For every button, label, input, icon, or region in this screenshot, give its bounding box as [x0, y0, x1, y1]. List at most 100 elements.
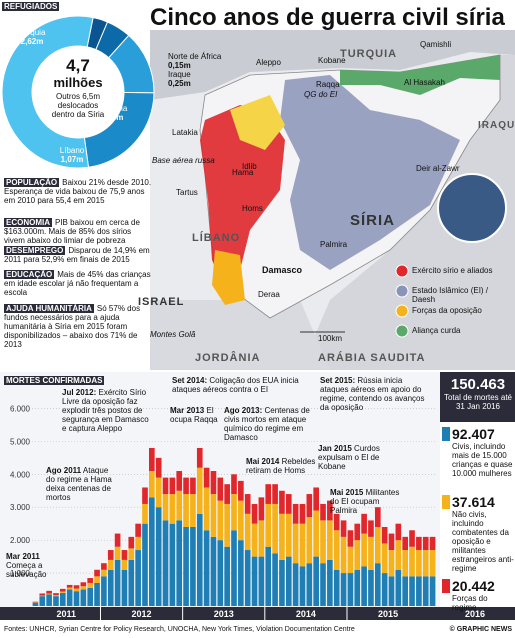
- bar-segment: [190, 494, 196, 527]
- bar-segment: [121, 569, 128, 606]
- bar-segment: [251, 556, 258, 606]
- bar-segment: [39, 595, 46, 597]
- bar-segment: [279, 513, 285, 560]
- fact-text: Só 57% dos fundos necessários para a aju…: [4, 304, 141, 349]
- bar-segment: [320, 503, 326, 521]
- bar-segment: [196, 513, 203, 606]
- event-date: Ago 2013:: [224, 406, 263, 415]
- fact: POPULAÇÃO Baixou 21% desde 2010. Esperanç…: [4, 178, 154, 205]
- bar-segment: [101, 569, 107, 577]
- bar-segment: [107, 569, 114, 606]
- bar-segment: [244, 513, 251, 551]
- event-text: Curdos expulsam o El de Kobane: [318, 444, 380, 471]
- legend-swatch: [395, 264, 409, 278]
- event-note: Mai 2015 Militantes do EI ocupam Palmira: [330, 488, 400, 515]
- opposition-area: [230, 95, 285, 150]
- chart-title-text: MORTES CONFIRMADAS: [4, 376, 105, 385]
- event-text: Exército Sírio Livre da oposição faz exp…: [62, 388, 149, 433]
- total-unit: milhões: [53, 75, 103, 90]
- bar-segment: [340, 536, 347, 574]
- bar-segment: [306, 494, 313, 518]
- kurd-area: [340, 55, 500, 95]
- bar-segment: [320, 563, 326, 606]
- bar-segment: [265, 484, 272, 504]
- fact-head: POPULAÇÃO: [4, 178, 60, 187]
- bar-chart: 1.000 2.000 3.000 4.000 5.000 6.000 2011 2012 20…: [0, 404, 515, 620]
- bar-segment: [203, 530, 210, 606]
- bar-segment: [87, 582, 94, 588]
- country-label: IRAQUE: [478, 120, 515, 131]
- event-note: Mar 2013 El ocupa Raqqa: [170, 406, 225, 424]
- value-label: 1,07m: [60, 155, 84, 164]
- bar-segment: [217, 477, 224, 501]
- bar-segment: [238, 500, 244, 541]
- legend-swatch: [395, 284, 409, 298]
- value-label: 0,64m: [100, 113, 124, 122]
- bar-segment: [340, 573, 347, 606]
- bar-segment: [422, 576, 429, 606]
- fact: AJUDA HUMANITÁRIA Só 57% dos fundos neces…: [4, 304, 154, 349]
- event-text: El ocupa Raqqa: [170, 406, 218, 424]
- event-date: Ago 2011: [46, 466, 82, 475]
- city-label: Latakia: [172, 128, 198, 137]
- bar-segment: [368, 536, 374, 570]
- scale-label: 100km: [318, 334, 343, 343]
- bar-segment: [327, 559, 333, 606]
- city-label: Homs: [242, 204, 263, 213]
- event-note: Set 2015: Rússia inicia ataques aéreos e…: [320, 376, 432, 412]
- bar-segment: [59, 592, 66, 606]
- bar-segment: [333, 530, 340, 570]
- year-axis: [0, 607, 515, 620]
- bar-segment: [224, 546, 230, 606]
- bar-segment: [32, 601, 39, 603]
- bar-segment: [135, 523, 141, 537]
- bar-segment: [203, 467, 210, 488]
- total-value: 150.463: [450, 376, 506, 393]
- bar-segment: [285, 513, 292, 557]
- bar-segment: [416, 576, 422, 606]
- legend: [395, 264, 409, 338]
- regime-area: [200, 105, 285, 290]
- fact-text: Baixou 21% desde 2010. Esperança de vida…: [4, 178, 152, 205]
- bar-segment: [169, 494, 176, 524]
- bar-segment: [347, 530, 354, 547]
- bar-segment: [87, 578, 94, 583]
- iraq-land: [300, 55, 515, 370]
- bar-segment: [176, 471, 183, 491]
- total-item: 20.442 Forças do regime: [452, 578, 514, 612]
- country-label: ARÁBIA SAUDITA: [318, 352, 426, 364]
- bar-segment: [285, 494, 292, 514]
- bar-segment: [107, 559, 114, 570]
- bar-segment: [53, 593, 59, 596]
- y-tick-label: 2.000: [10, 536, 31, 545]
- total-item: 92.407 Civis, incluindo mais de 15.000 cr…: [452, 426, 514, 478]
- bar-segment: [190, 477, 196, 495]
- bar-segment: [46, 594, 52, 606]
- bar-segment: [258, 520, 265, 557]
- total-swatch: [442, 495, 450, 509]
- bar-segment: [73, 588, 80, 592]
- event-text: Ataque do regime a Hama deixa centenas d…: [46, 466, 112, 502]
- bar-segment: [422, 550, 429, 577]
- bar-segment: [416, 550, 422, 577]
- donut-label: Jordânia 0,64m: [82, 104, 142, 122]
- bar-segment: [320, 520, 326, 564]
- y-tick-label: 6.000: [10, 404, 31, 413]
- bar-segment: [258, 497, 265, 521]
- bar-segment: [299, 503, 306, 524]
- bar-segment: [244, 494, 251, 514]
- turkey-land: [150, 30, 515, 100]
- bar-segment: [333, 569, 340, 606]
- bar-segment: [59, 591, 66, 593]
- bar-segment: [149, 447, 155, 472]
- country-label: JORDÂNIA: [195, 352, 261, 364]
- bar-segment: [128, 559, 135, 606]
- bar-segment: [388, 533, 395, 551]
- bar-segment: [231, 474, 237, 495]
- value-label: 0,25m: [168, 79, 191, 88]
- bar-segment: [114, 546, 121, 560]
- bar-segment: [381, 543, 388, 574]
- y-tick-label: 5.000: [10, 437, 31, 446]
- bar-segment: [368, 520, 374, 537]
